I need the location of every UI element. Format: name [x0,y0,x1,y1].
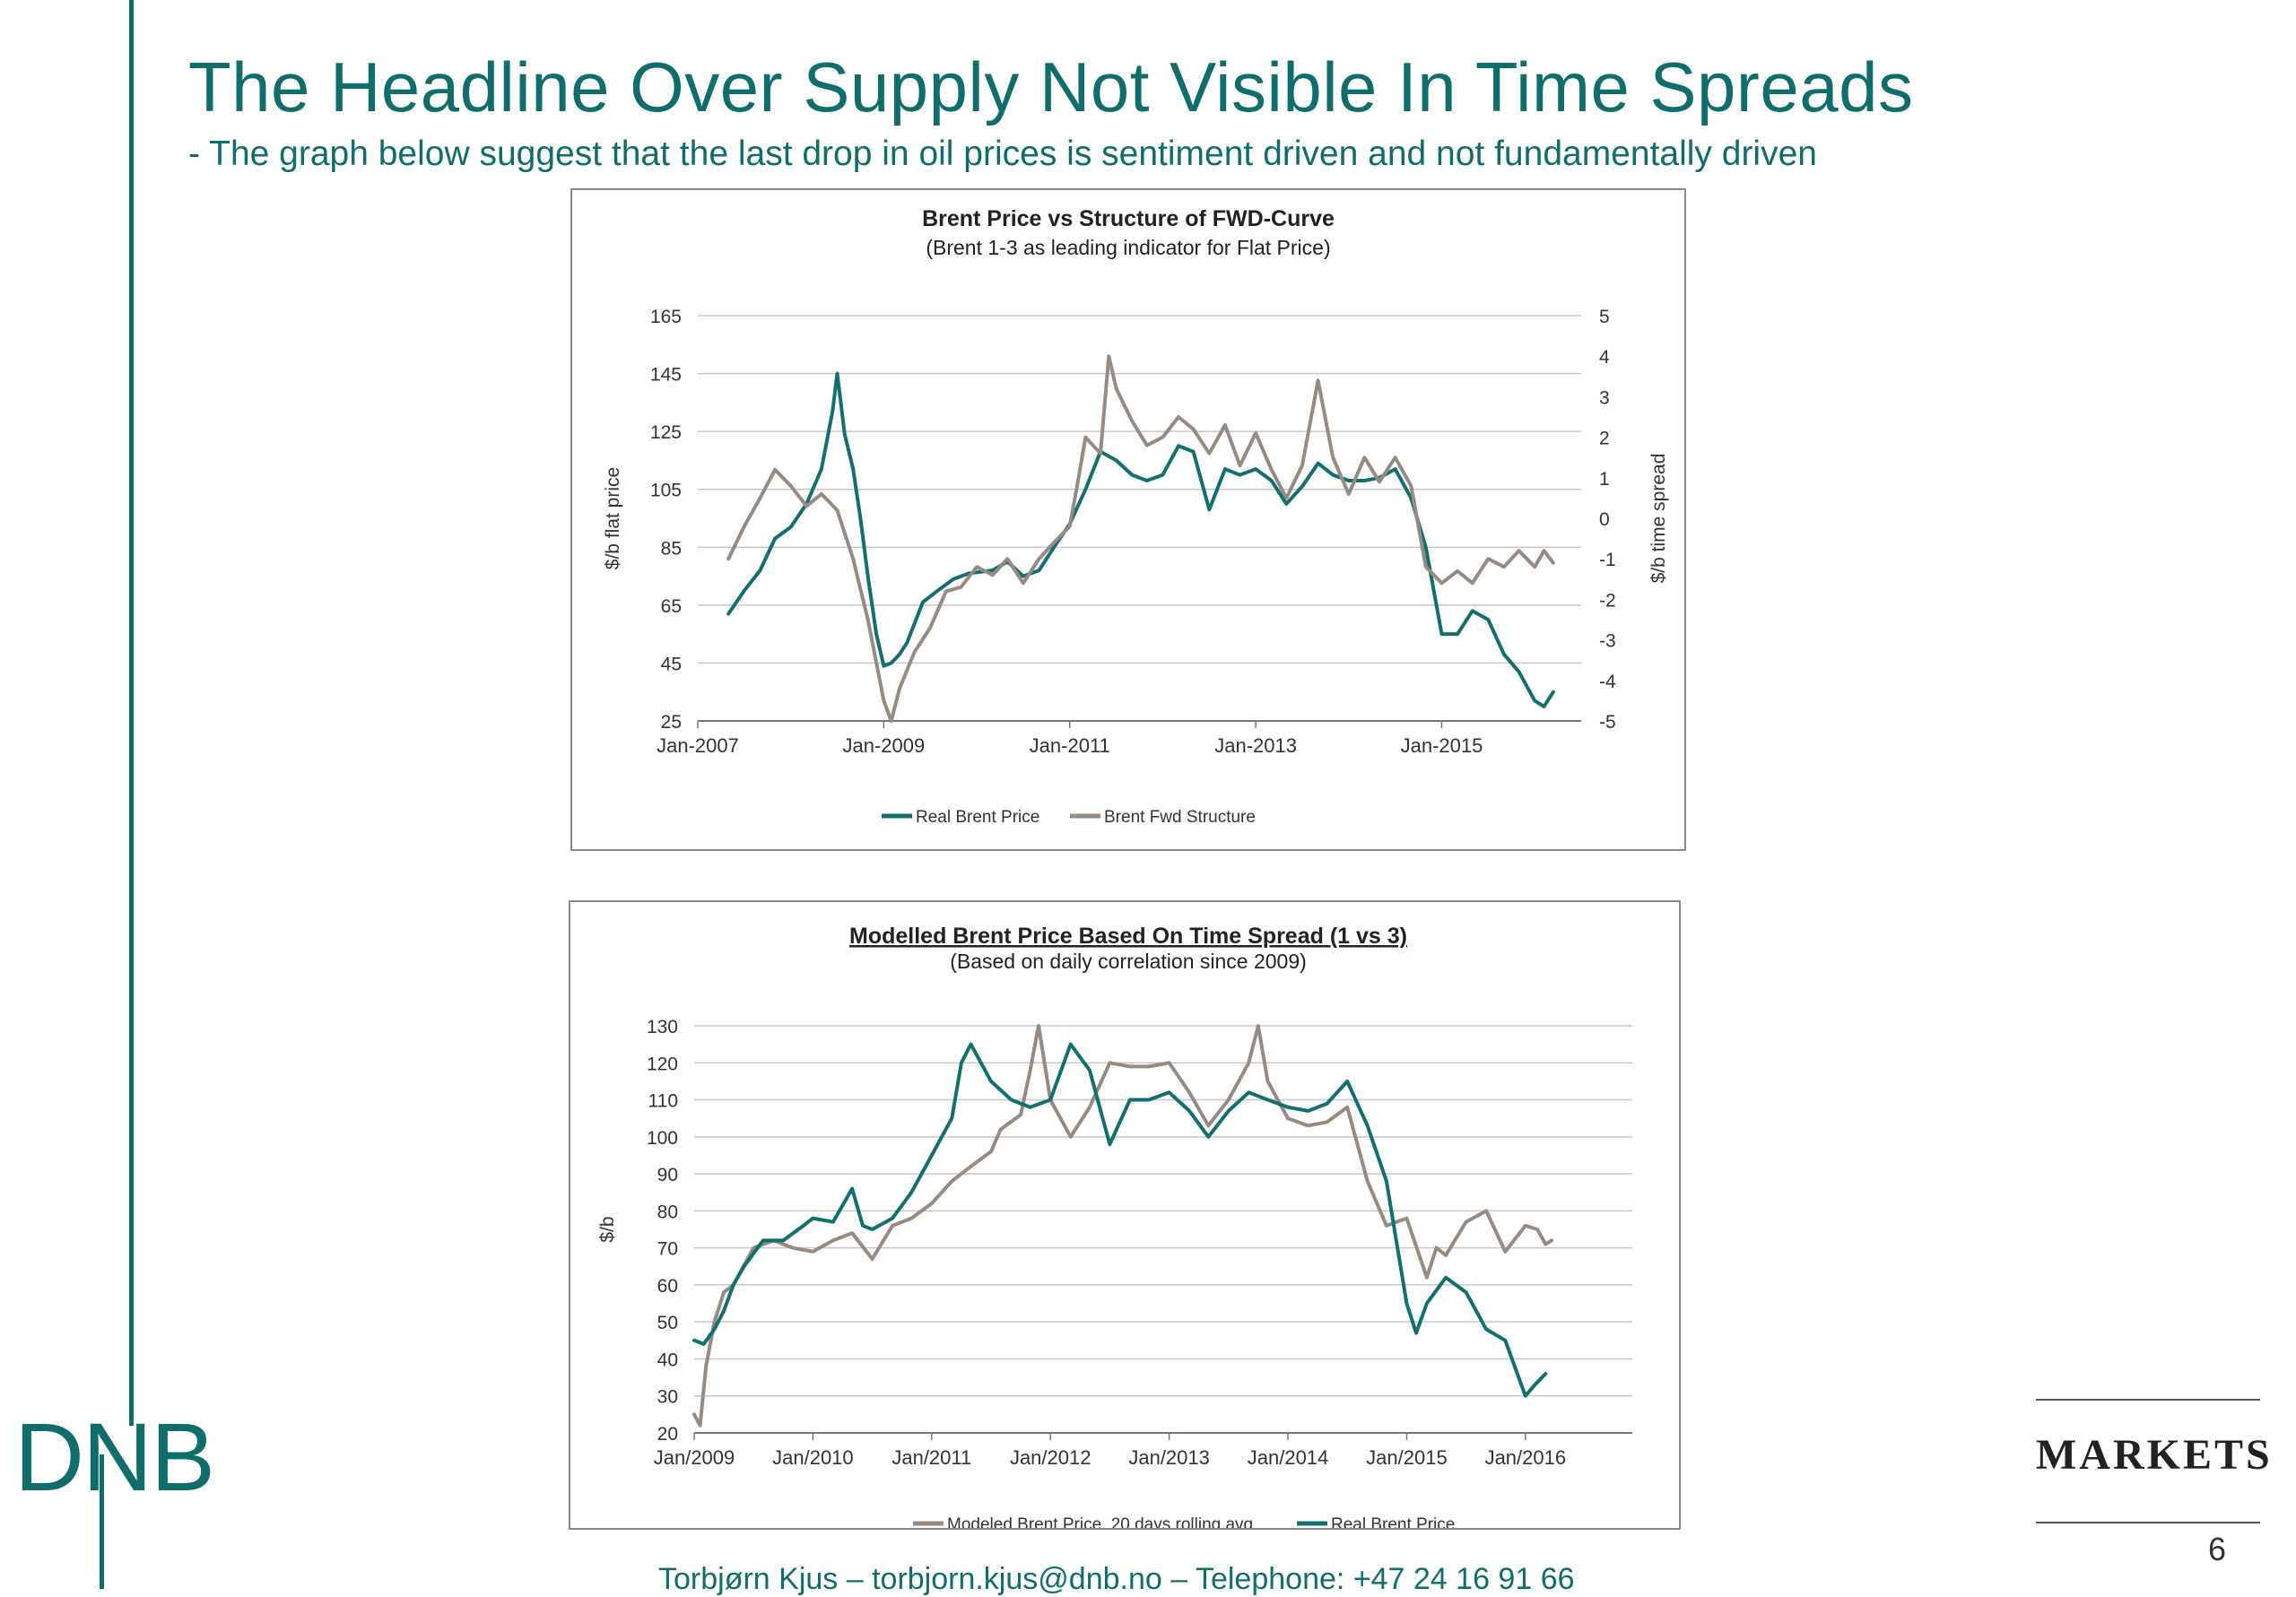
chart-2-legend-label: Real Brent Price [1331,1515,1455,1528]
chart-1-legend-label: Brent Fwd Structure [1104,808,1256,827]
accent-vertical-line [129,0,134,1426]
markets-divider-top [2036,1399,2260,1401]
chart-1-title: Brent Price vs Structure of FWD-Curve [922,206,1335,231]
chart-1-ylabel: $/b flat price [603,467,623,569]
chart-modelled-brent-price: Modelled Brent Price Based On Time Sprea… [569,900,1681,1530]
chart-2-xtick-label: Jan/2010 [772,1446,854,1469]
chart-1-xtick-label: Jan-2009 [842,734,925,757]
chart-1-y2tick-label: 0 [1599,509,1610,530]
chart-2-ytick-label: 90 [657,1165,678,1185]
chart-2-ytick-label: 80 [657,1202,678,1222]
chart-1-subtitle: (Brent 1-3 as leading indicator for Flat… [926,236,1330,259]
chart-1-y2label: $/b time spread [1648,454,1669,584]
chart-1-y2tick-label: 1 [1599,469,1610,490]
chart-2-ytick-label: 60 [657,1276,678,1297]
chart-1-ytick-label: 105 [650,481,682,501]
chart-1-y2tick-label: -2 [1599,590,1616,611]
chart-1-xtick-label: Jan-2007 [657,734,739,757]
chart-1-ytick-label: 45 [661,654,682,674]
chart-1-ytick-label: 165 [650,307,682,327]
chart-2-xtick-label: Jan/2014 [1248,1446,1329,1469]
chart-brent-vs-fwd-structure: Brent Price vs Structure of FWD-Curve (Br… [570,188,1686,851]
chart-2-ytick-label: 20 [657,1424,678,1445]
chart-2-svg: Modelled Brent Price Based On Time Sprea… [597,924,1632,1528]
markets-divider-bottom [2036,1522,2260,1523]
chart-2-xtick-label: Jan/2013 [1128,1446,1210,1469]
chart-1-ytick-label: 85 [661,538,682,559]
chart-1-series-line-1 [726,371,1555,708]
chart-1-legend-label: Real Brent Price [916,808,1039,827]
chart-1-ytick-label: 145 [650,365,682,386]
chart-1-y2tick-label: -1 [1599,550,1616,570]
page-number: 6 [2208,1531,2227,1567]
chart-2-legend-label: Modeled Brent Price, 20 days rolling avg [947,1515,1253,1528]
chart-2-series-line-1 [692,1024,1553,1428]
chart-2-ytick-label: 70 [657,1239,678,1260]
chart-2-xtick-label: Jan/2015 [1366,1446,1448,1469]
chart-2-subtitle: (Based on daily correlation since 2009) [950,950,1307,973]
chart-1-y2tick-label: -5 [1599,712,1616,733]
chart-1-y2tick-label: 3 [1599,387,1610,408]
page-subtitle: - The graph below suggest that the last … [188,135,1817,173]
chart-2-xtick-label: Jan/2011 [891,1446,971,1469]
dnb-logo-text: DNB [14,1402,215,1511]
chart-1-y2tick-label: -4 [1599,672,1616,692]
chart-1-y2tick-label: 5 [1599,307,1610,327]
dnb-logo: DNB [14,1401,215,1589]
chart-1-y2tick-label: 2 [1599,429,1610,449]
chart-1-ytick-label: 25 [661,712,682,733]
chart-2-ytick-label: 130 [647,1017,678,1037]
dnb-logo-stem [100,1454,104,1589]
chart-1-xtick-label: Jan-2011 [1030,734,1110,757]
page-title: The Headline Over Supply Not Visible In … [188,48,1914,126]
chart-1-y2tick-label: -3 [1599,631,1616,652]
markets-brand: MARKETS [2036,1431,2273,1479]
chart-2-ytick-label: 40 [657,1350,678,1370]
chart-2-title: Modelled Brent Price Based On Time Sprea… [849,924,1407,949]
chart-2-series-line-2 [692,1042,1548,1398]
chart-1-xtick-label: Jan-2015 [1401,734,1483,757]
chart-1-ytick-label: 125 [650,422,682,443]
chart-1-ytick-label: 65 [661,596,682,617]
chart-1-xtick-label: Jan-2013 [1214,734,1297,757]
chart-2-ytick-label: 30 [657,1387,678,1408]
chart-2-ytick-label: 110 [648,1091,678,1112]
chart-1-y2tick-label: 4 [1599,347,1610,368]
chart-2-xtick-label: Jan/2012 [1010,1446,1091,1469]
chart-2-xtick-label: Jan/2009 [654,1446,735,1469]
chart-2-ytick-label: 120 [647,1054,678,1074]
chart-2-ytick-label: 100 [647,1128,678,1149]
footer-contact: Torbjørn Kjus – torbjorn.kjus@dnb.no – T… [658,1562,1575,1596]
chart-2-ytick-label: 50 [657,1313,678,1333]
chart-1-svg: Brent Price vs Structure of FWD-Curve (Br… [603,206,1669,827]
chart-1-series-line-2 [726,354,1555,723]
chart-2-xtick-label: Jan/2016 [1485,1446,1567,1469]
chart-2-ylabel: $/b [597,1216,618,1242]
